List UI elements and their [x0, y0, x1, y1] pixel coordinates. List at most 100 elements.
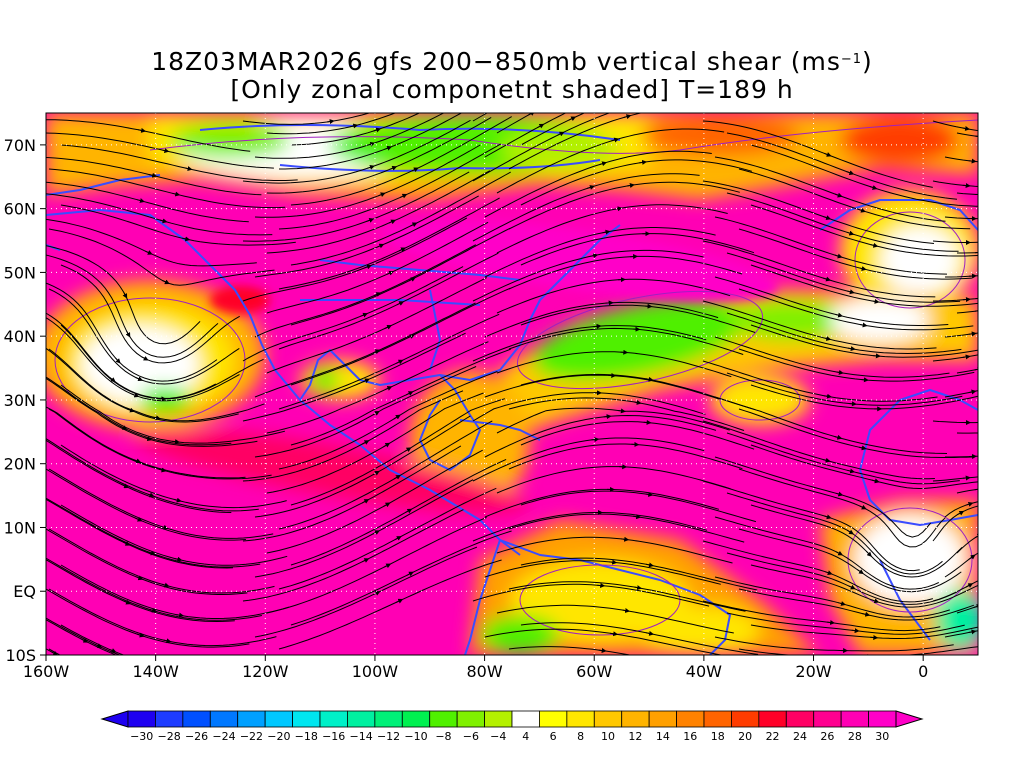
streamline: [46, 377, 258, 447]
streamline-arrow: [968, 331, 977, 337]
streamline-arrow: [372, 411, 380, 416]
streamline: [278, 371, 498, 470]
colorbar-swatch: [566, 710, 595, 728]
streamline: [484, 301, 719, 338]
streamline: [46, 193, 273, 236]
streamline: [290, 398, 506, 506]
colorbar-swatch: [648, 710, 677, 728]
chart-title-line2: [Only zonal componetnt shaded] T=189 h: [230, 75, 794, 104]
colorbar-swatch: [484, 710, 513, 728]
streamline: [290, 530, 512, 626]
streamline-arrow: [962, 354, 971, 360]
streamline: [508, 443, 743, 470]
streamline-arrow: [603, 414, 612, 420]
streamline-arrow: [859, 322, 868, 328]
streamline: [46, 245, 201, 345]
streamline: [46, 347, 239, 423]
streamline-arrow: [633, 399, 642, 405]
streamline-arrow: [822, 457, 831, 463]
streamline: [956, 368, 978, 374]
streamline: [254, 546, 478, 638]
streamline: [46, 617, 121, 655]
colorbar-label: 14: [656, 730, 670, 743]
streamline-arrow: [383, 563, 392, 569]
streamline: [242, 113, 371, 125]
streamline-arrow: [858, 445, 867, 451]
colorbar-label: −14: [350, 730, 373, 743]
streamline: [46, 468, 246, 541]
streamline: [48, 588, 277, 647]
colorbar-swatch: [374, 710, 403, 728]
streamline-arrow: [172, 191, 181, 197]
streamline: [60, 564, 289, 619]
colorbar-label: 16: [683, 730, 697, 743]
streamline-arrow: [858, 266, 867, 271]
streamline-arrow: [591, 437, 600, 443]
streamline: [714, 336, 950, 378]
colorbar-swatch: [456, 710, 485, 728]
streamline: [726, 432, 960, 485]
streamline-arrow: [145, 250, 153, 255]
streamline: [520, 622, 759, 655]
streamline-arrow: [362, 440, 370, 445]
streamline: [726, 252, 961, 303]
streamline: [290, 113, 421, 146]
streamline: [508, 646, 633, 655]
streamline-arrow: [645, 491, 654, 497]
colorbar-label: 20: [738, 730, 752, 743]
streamline: [266, 449, 483, 554]
streamline-arrow: [597, 582, 606, 588]
colorbar-swatch: [292, 710, 321, 728]
streamline-arrow: [122, 291, 128, 299]
streamline-arrow: [834, 253, 843, 259]
lon-tick-label: 140W: [132, 662, 179, 681]
streamline: [956, 132, 978, 137]
colorbar-swatch: [209, 710, 239, 728]
streamline: [714, 456, 932, 538]
streamline-arrow: [127, 407, 135, 413]
streamline-arrow: [137, 198, 145, 203]
streamline: [944, 501, 978, 518]
streamline: [702, 300, 937, 350]
streamline-arrow: [962, 183, 971, 189]
streamline: [242, 390, 464, 482]
streamline: [520, 421, 755, 450]
streamline-arrow: [860, 377, 869, 383]
lon-tick-label: 60W: [576, 662, 612, 681]
streamline-arrow: [598, 648, 607, 653]
streamline-arrow: [123, 599, 132, 605]
gridlines: [46, 113, 978, 655]
colorbar-swatch: [731, 710, 760, 728]
streamline-arrow: [621, 536, 630, 542]
streamline: [254, 195, 479, 278]
streamline: [944, 156, 978, 163]
streamline-arrow: [865, 550, 872, 557]
streamline: [278, 487, 497, 590]
streamline: [472, 113, 611, 182]
colorbar-label: −30: [130, 730, 153, 743]
streamline-arrow: [163, 638, 172, 644]
streamline-arrow: [965, 501, 974, 507]
streamline: [738, 528, 962, 593]
streamline-arrow: [149, 607, 158, 613]
streamline: [496, 604, 734, 634]
streamline: [714, 636, 954, 652]
colorbar-swatch: [813, 710, 842, 728]
streamline-arrow: [644, 303, 653, 309]
streamline: [750, 564, 978, 608]
title-prefix: 18Z03MAR2026 gfs 200−850mb vertical shea…: [151, 47, 841, 76]
streamline-arrow: [136, 632, 145, 638]
streamline-arrow: [394, 536, 402, 541]
streamline: [254, 479, 474, 578]
streamline: [48, 468, 274, 539]
colorbar-label: −10: [404, 730, 427, 743]
streamline: [508, 581, 746, 612]
streamline-arrow: [122, 541, 131, 546]
shear-contours: [54, 119, 978, 636]
streamline: [956, 310, 978, 314]
streamline: [945, 275, 978, 278]
streamline: [738, 588, 975, 621]
streamline: [254, 113, 445, 159]
lat-tick-label: 50N: [4, 263, 36, 282]
streamline: [726, 192, 959, 252]
